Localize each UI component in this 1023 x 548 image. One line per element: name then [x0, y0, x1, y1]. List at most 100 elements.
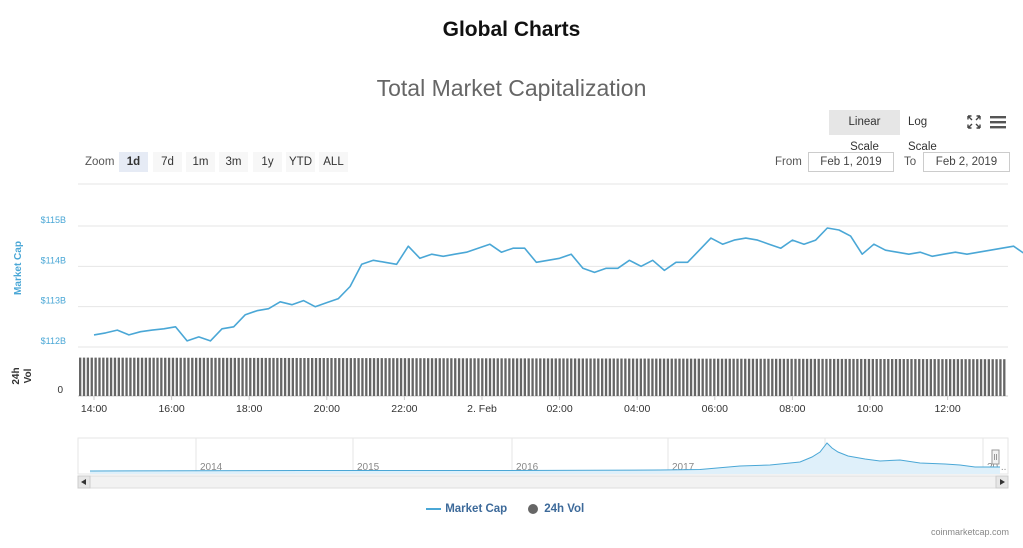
volume-bar: [546, 358, 550, 396]
volume-bar: [616, 358, 619, 396]
zoom-button-1y[interactable]: 1y: [253, 152, 282, 172]
x-tick-label: 04:00: [624, 403, 650, 415]
volume-axis-label-2: Vol: [23, 368, 34, 383]
from-date-input[interactable]: [808, 152, 894, 172]
volume-bar: [976, 359, 979, 396]
volume-bar: [144, 357, 148, 396]
volume-bar: [388, 358, 391, 396]
volume-bar: [396, 358, 399, 396]
zoom-button-1d[interactable]: 1d: [119, 152, 148, 172]
volume-bar: [624, 358, 627, 396]
volume-bar: [751, 358, 755, 396]
volume-bar: [686, 358, 689, 396]
legend-item-volume[interactable]: 24h Vol: [527, 503, 584, 515]
volume-bar: [504, 358, 507, 396]
x-tick-label: 20:00: [314, 403, 340, 415]
volume-bar: [303, 357, 306, 396]
volume-bar: [241, 357, 244, 396]
volume-bar: [612, 358, 615, 396]
legend-item-market-cap[interactable]: Market Cap: [426, 503, 507, 515]
linear-scale-button[interactable]: Linear Scale: [829, 110, 900, 153]
volume-bar: [577, 358, 581, 396]
volume-bar: [272, 357, 275, 396]
volume-bar: [697, 358, 700, 396]
volume-bar: [798, 358, 801, 396]
volume-bar: [376, 358, 380, 396]
zoom-button-7d[interactable]: 7d: [153, 152, 182, 172]
volume-bar: [195, 357, 198, 396]
log-scale-button[interactable]: Log Scale: [908, 116, 937, 153]
volume-bar: [570, 358, 573, 396]
volume-bar: [485, 358, 488, 396]
volume-bar: [713, 358, 716, 396]
volume-bar: [929, 359, 932, 396]
volume-bar: [299, 357, 302, 396]
volume-bar: [554, 358, 557, 396]
volume-bar: [365, 358, 368, 396]
volume-bar: [767, 358, 770, 396]
volume-bar: [933, 359, 936, 396]
volume-bar: [771, 358, 774, 396]
volume-bar: [604, 358, 608, 396]
page-title: Global Charts: [442, 18, 581, 41]
fullscreen-icon[interactable]: [966, 114, 982, 130]
to-date-input[interactable]: [923, 152, 1010, 172]
volume-bar: [871, 358, 874, 396]
volume-bar: [210, 357, 213, 396]
zoom-button-3m[interactable]: 3m: [219, 152, 248, 172]
volume-bar: [744, 358, 747, 396]
volume-bar: [531, 358, 534, 396]
volume-bar: [674, 358, 677, 396]
zoom-button-1m[interactable]: 1m: [186, 152, 215, 172]
volume-bar: [198, 357, 202, 396]
volume-bar: [148, 357, 151, 396]
volume-bar: [914, 359, 917, 396]
volume-bar: [407, 358, 410, 396]
volume-bar: [589, 358, 592, 396]
credit-link[interactable]: coinmarketcap.com: [930, 527, 1009, 537]
volume-bar: [450, 358, 453, 396]
volume-bar: [717, 358, 720, 396]
volume-bar: [809, 358, 813, 396]
volume-bar: [720, 358, 724, 396]
volume-bar: [106, 357, 109, 396]
volume-bar: [508, 358, 511, 396]
circle-swatch-icon: [528, 504, 538, 514]
volume-bar: [558, 358, 561, 396]
volume-bar: [349, 358, 352, 396]
volume-bar: [740, 358, 743, 396]
volume-bar: [601, 358, 604, 396]
navigator-tick-label: 2015: [357, 462, 380, 473]
volume-bar: [945, 359, 948, 396]
volume-bar: [724, 358, 728, 396]
volume-bar: [245, 357, 248, 396]
volume-bar: [1003, 359, 1006, 396]
y-axis-label: Market Cap: [13, 241, 24, 295]
y-tick-label: $114B: [41, 255, 66, 265]
zoom-label: Zoom: [85, 156, 115, 168]
zoom-button-all[interactable]: ALL: [319, 152, 348, 172]
volume-bar: [268, 357, 271, 396]
volume-bar: [256, 357, 260, 396]
navigator-tick-label: 2017: [672, 462, 695, 473]
legend-market-cap-label: Market Cap: [445, 503, 508, 515]
volume-bar: [566, 358, 569, 396]
volume-bar: [175, 357, 178, 396]
volume-bar: [825, 358, 828, 396]
market-cap-series-line: [93, 227, 1023, 342]
volume-bar: [311, 358, 314, 396]
x-tick-label: 06:00: [702, 403, 728, 415]
volume-bar: [442, 358, 445, 396]
volume-bar: [964, 359, 967, 396]
volume-bar: [202, 357, 206, 396]
volume-bar: [295, 357, 298, 396]
volume-bar: [307, 357, 310, 396]
volume-bar: [863, 358, 867, 396]
menu-icon[interactable]: [989, 114, 1007, 130]
volume-bar: [682, 358, 685, 396]
volume-bar: [357, 358, 360, 396]
volume-bar: [550, 358, 554, 396]
zoom-button-ytd[interactable]: YTD: [286, 152, 315, 172]
volume-bar: [334, 358, 337, 396]
chart-title: Total Market Capitalization: [376, 75, 647, 101]
